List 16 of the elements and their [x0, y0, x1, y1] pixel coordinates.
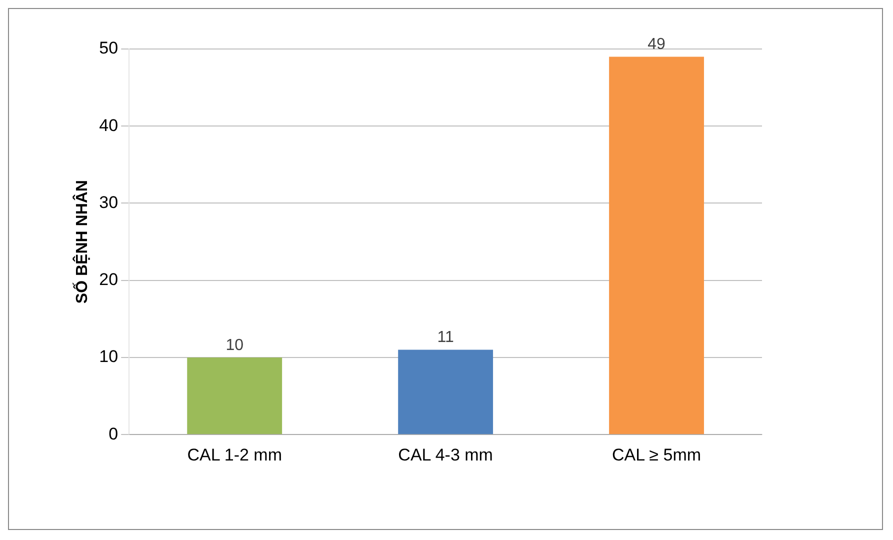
- x-tick-label: CAL 4-3 mm: [398, 445, 493, 464]
- y-tick-label: 50: [99, 38, 118, 58]
- x-tick-label: CAL ≥ 5mm: [612, 445, 702, 464]
- x-tick-label: CAL 1-2 mm: [187, 445, 282, 464]
- y-tick-label: 30: [99, 192, 118, 212]
- bar: [187, 357, 282, 434]
- y-tick-label: 20: [99, 270, 118, 290]
- y-tick-label: 40: [99, 116, 118, 135]
- data-label: 49: [648, 36, 666, 54]
- y-axis-title: SỐ BỆNH NHÂN: [72, 180, 92, 304]
- data-label: 11: [437, 329, 454, 346]
- bar: [609, 56, 704, 434]
- y-tick-label: 0: [108, 424, 118, 444]
- y-tick-label: 10: [99, 347, 118, 366]
- bar: [398, 350, 494, 434]
- data-label: 10: [226, 336, 244, 354]
